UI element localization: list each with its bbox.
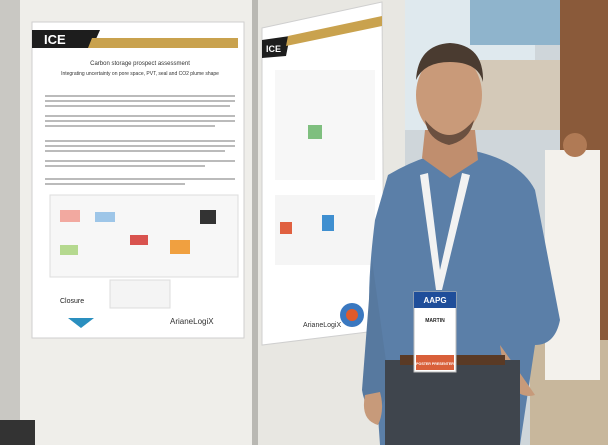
poster-text-block xyxy=(45,95,235,185)
poster-logo-bg xyxy=(32,30,100,48)
hall-screen xyxy=(470,0,560,45)
background-person xyxy=(545,150,600,380)
poster-right-logo-bg xyxy=(262,36,290,58)
poster-right-brand: ArianeLogiX xyxy=(303,322,341,329)
board-frame xyxy=(252,0,258,445)
bag xyxy=(0,420,35,445)
poster-band xyxy=(88,38,238,48)
background-head xyxy=(563,133,587,157)
badge-name: MARTIN xyxy=(425,318,445,324)
poster-logo: ICE xyxy=(44,32,66,47)
poster-right-logo: ICE xyxy=(266,44,281,54)
poster-icon xyxy=(68,318,94,328)
hall-wall xyxy=(470,60,560,130)
poster-brand: ArianeLogiX xyxy=(170,317,214,326)
poster-subtitle: Integrating uncertainty on pore space, P… xyxy=(61,71,219,77)
poster-section: Closure xyxy=(60,298,84,305)
badge-header xyxy=(414,292,456,308)
badge-org: AAPG xyxy=(423,296,446,305)
poster-title: Carbon storage prospect assessment xyxy=(90,61,190,67)
poster-right-plots xyxy=(275,70,375,327)
poster-right-band xyxy=(286,16,382,46)
badge-role: POSTER PRESENTER xyxy=(416,362,454,366)
poster-plots xyxy=(60,210,216,255)
left-edge xyxy=(0,0,20,445)
poster-figure-small xyxy=(109,279,171,309)
badge-role-bg xyxy=(416,355,454,370)
